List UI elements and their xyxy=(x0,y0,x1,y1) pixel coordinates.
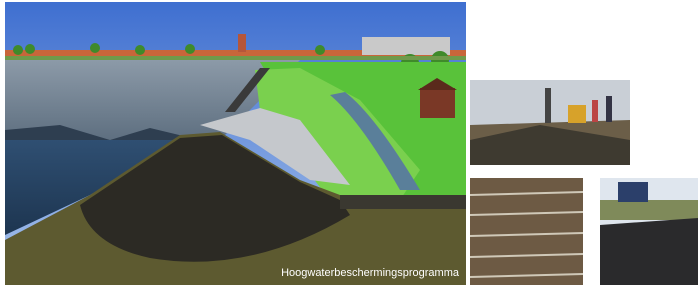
dike-foot xyxy=(340,195,466,209)
machine xyxy=(568,105,586,123)
house xyxy=(420,88,455,118)
far-shore xyxy=(5,56,466,60)
worker xyxy=(606,96,612,122)
machine-arm xyxy=(545,88,551,123)
black-sheet xyxy=(600,218,698,285)
tractor xyxy=(618,182,648,202)
photo-construction xyxy=(470,80,630,165)
photo-field-grass xyxy=(600,200,698,220)
collage: Hoogwaterbeschermingsprogramma xyxy=(0,0,698,287)
church-tower xyxy=(238,34,246,52)
dike-rendering: Hoogwaterbeschermingsprogramma xyxy=(5,2,466,285)
page: Hoogwaterbeschermingsprogramma xyxy=(0,0,698,287)
worker xyxy=(592,100,598,122)
photo-field xyxy=(600,178,698,285)
caption: Hoogwaterbeschermingsprogramma xyxy=(281,267,460,279)
photo-geotextile xyxy=(470,178,583,285)
